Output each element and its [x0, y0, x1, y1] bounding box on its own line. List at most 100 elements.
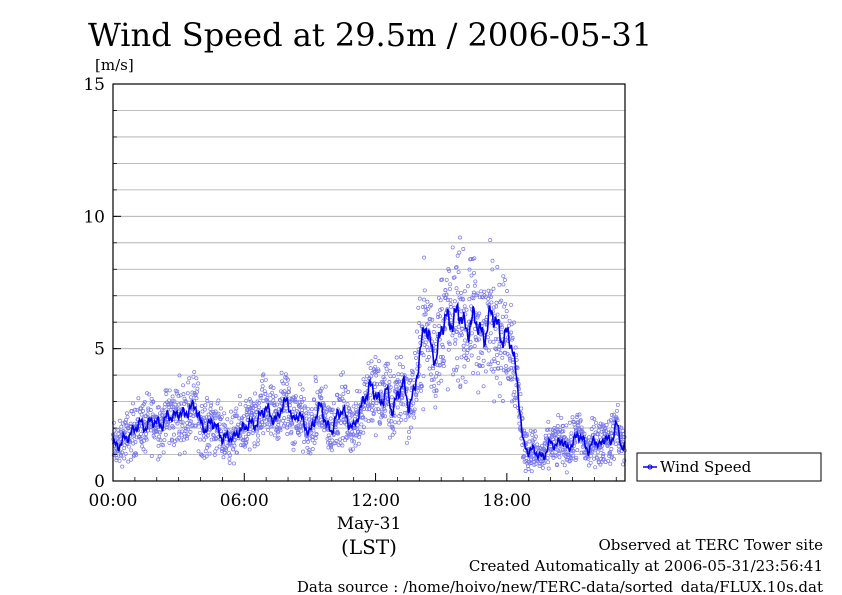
- data-point: [535, 442, 540, 447]
- data-point: [504, 314, 509, 319]
- data-point: [365, 403, 370, 408]
- data-point: [286, 414, 291, 419]
- data-point: [202, 407, 207, 412]
- data-point: [114, 453, 119, 458]
- data-point: [458, 383, 463, 388]
- data-point: [471, 296, 476, 301]
- data-point: [169, 401, 174, 406]
- data-point: [311, 428, 316, 433]
- data-point: [593, 420, 598, 425]
- data-point: [369, 374, 374, 379]
- data-point: [494, 375, 499, 380]
- data-point: [460, 326, 465, 331]
- data-point: [433, 393, 438, 398]
- data-point: [494, 304, 499, 309]
- data-point: [437, 363, 442, 368]
- data-point: [197, 421, 202, 426]
- data-point: [442, 293, 447, 298]
- data-point: [287, 386, 291, 391]
- data-point: [460, 375, 465, 380]
- data-point: [341, 370, 345, 375]
- data-point: [589, 427, 594, 431]
- data-point: [355, 423, 360, 428]
- data-point: [432, 383, 437, 388]
- data-point: [304, 411, 309, 416]
- data-point: [563, 447, 568, 452]
- data-point: [572, 420, 577, 425]
- data-point: [176, 393, 181, 398]
- data-point: [211, 415, 216, 420]
- data-point: [589, 442, 594, 447]
- data-point: [392, 430, 397, 435]
- data-point: [573, 458, 578, 462]
- data-point: [438, 355, 443, 359]
- data-point: [302, 440, 306, 444]
- data-point: [306, 439, 310, 444]
- data-point: [397, 398, 402, 403]
- data-point: [285, 377, 290, 382]
- data-point: [384, 371, 389, 376]
- data-point: [277, 418, 282, 423]
- data-point: [616, 448, 621, 453]
- data-point: [440, 277, 445, 282]
- data-point: [373, 433, 378, 438]
- data-point: [546, 419, 551, 424]
- plot-frame: [112, 83, 626, 482]
- data-point: [450, 245, 455, 250]
- data-point: [322, 428, 327, 433]
- data-point: [250, 430, 255, 435]
- data-point: [302, 404, 307, 409]
- data-point: [523, 469, 528, 473]
- data-point: [437, 372, 442, 377]
- data-point: [425, 358, 430, 362]
- data-point: [488, 362, 493, 367]
- y-axis-ticks: 0 5 10 15: [83, 75, 121, 492]
- data-point: [319, 396, 324, 400]
- data-point: [146, 408, 151, 413]
- data-point: [448, 282, 453, 287]
- data-point: [179, 433, 184, 438]
- data-point: [458, 297, 463, 302]
- data-point: [190, 409, 195, 414]
- data-point: [559, 415, 564, 420]
- data-point: [192, 423, 197, 428]
- data-point: [384, 361, 389, 366]
- data-point: [181, 383, 186, 388]
- data-point: [337, 394, 342, 399]
- data-point: [173, 402, 178, 407]
- data-point: [411, 411, 416, 416]
- data-point: [271, 385, 276, 390]
- data-point: [209, 403, 213, 408]
- data-point: [564, 423, 569, 428]
- data-point: [320, 422, 325, 427]
- data-point: [486, 288, 491, 293]
- data-point: [596, 432, 601, 437]
- data-point: [371, 398, 376, 403]
- data-point: [579, 450, 584, 455]
- data-point: [488, 238, 493, 243]
- data-point: [485, 335, 490, 340]
- data-point: [260, 420, 265, 425]
- data-point: [473, 335, 478, 340]
- data-point: [407, 413, 412, 418]
- data-point: [500, 325, 504, 330]
- data-point: [556, 413, 561, 418]
- data-point: [505, 289, 509, 293]
- data-point: [524, 431, 529, 436]
- data-point: [571, 449, 576, 454]
- data-point: [223, 427, 228, 432]
- data-point: [448, 302, 453, 307]
- data-point: [508, 358, 513, 363]
- y-tick-label: 5: [94, 340, 105, 360]
- data-point: [276, 435, 281, 440]
- data-point: [615, 418, 620, 423]
- data-point: [386, 418, 391, 423]
- data-point: [139, 412, 144, 417]
- data-point: [248, 399, 253, 404]
- data-point: [157, 434, 162, 439]
- data-point: [493, 336, 498, 341]
- data-point: [207, 451, 212, 456]
- data-point: [306, 411, 311, 416]
- data-point: [373, 355, 378, 360]
- data-point: [622, 458, 627, 463]
